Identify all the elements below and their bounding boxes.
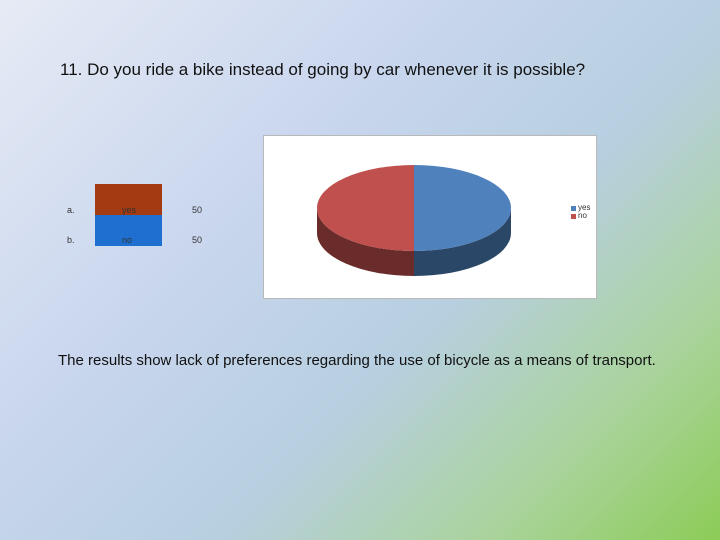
pie-side-no [317, 208, 414, 276]
legend-swatch-yes [571, 205, 576, 211]
chart-legend: yes no [571, 204, 590, 220]
row-value: 50 [192, 205, 203, 215]
legend-swatch-no [571, 213, 576, 219]
row-label: no [122, 235, 133, 245]
table-row: a. yes 50 [58, 184, 218, 215]
legend-label-yes: yes [578, 203, 591, 212]
results-caption: The results show lack of preferences reg… [58, 352, 656, 369]
pie-side-yes [414, 208, 511, 276]
row-label-cell: yes [95, 184, 162, 215]
pie-chart [317, 165, 511, 276]
table-row: b. no 50 [58, 215, 218, 246]
row-label-cell: no [95, 215, 162, 246]
row-value: 50 [192, 235, 203, 245]
pie-slice-yes [414, 165, 511, 251]
row-label: yes [122, 205, 137, 215]
row-letter: a. [67, 205, 75, 215]
pie-chart-frame: yes no [263, 135, 597, 299]
question-title: 11. Do you ride a bike instead of going … [60, 60, 586, 79]
legend-item-no: no [571, 212, 590, 220]
row-letter: b. [67, 235, 75, 245]
legend-item-yes: yes [571, 204, 590, 212]
answer-table: a. yes 50 b. no 50 [58, 184, 218, 246]
legend-label-no: no [578, 211, 587, 220]
pie-slice-no [317, 165, 414, 251]
